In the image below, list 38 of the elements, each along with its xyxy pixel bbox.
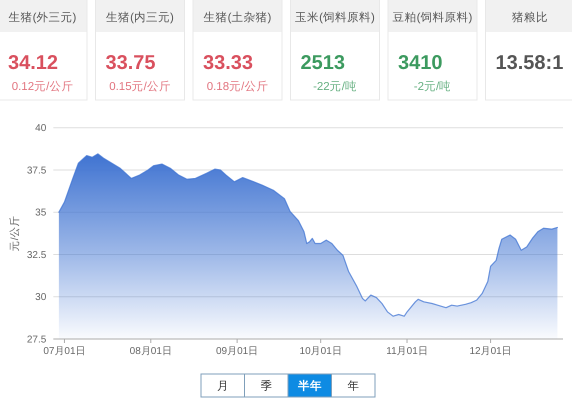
card-value: 33.33 (203, 52, 254, 74)
card-value: 34.12 (8, 52, 58, 74)
button: 年 (331, 374, 376, 398)
category-label: 半年 (296, 378, 322, 392)
y-tick-label: 37.5 (26, 165, 46, 176)
x-tick-label: 11月01日 (386, 346, 428, 357)
card-header: 猪粮比 (512, 12, 548, 24)
y-tick-label: 40 (35, 123, 46, 134)
card-value: 2513 (300, 52, 345, 74)
card-header: 生猪(内三元) (106, 12, 174, 24)
card-change: 0.18元/公斤 (206, 81, 268, 93)
x-tick-label: 09月01日 (216, 346, 258, 357)
card-change: 0.12元/公斤 (12, 81, 74, 93)
category-label: 年 (347, 380, 360, 392)
card-value: 3410 (398, 52, 442, 74)
card-change: -22元/吨 (313, 81, 357, 93)
category-label: 月 (216, 380, 229, 392)
card-header: 生猪(外三元) (8, 12, 76, 24)
x-tick-label: 08月01日 (130, 346, 172, 357)
x-tick-label: 10月01日 (300, 346, 342, 357)
card-change: -2元/吨 (414, 81, 452, 93)
y-axis-title: 元/公斤 (9, 215, 21, 252)
card-change: 0.15元/公斤 (109, 81, 171, 93)
button: 半年 (288, 374, 332, 398)
card-header: 豆粕(饲料原料) (392, 12, 472, 24)
y-tick-label: 27.5 (26, 334, 46, 346)
x-tick-label: 07月01日 (43, 346, 86, 357)
card-value: 33.75 (106, 52, 156, 74)
card-value: 13.58:1 (496, 52, 564, 74)
y-tick-label: 35 (35, 208, 46, 219)
category-label: 季 (260, 380, 272, 392)
card-header: 玉米(饲料原料) (295, 12, 375, 24)
button: 季 (244, 374, 288, 398)
y-tick-label: 32.5 (26, 250, 46, 261)
y-tick-label: 30 (35, 292, 46, 304)
x-tick-label: 12月01日 (469, 346, 512, 357)
button: 月 (200, 374, 245, 398)
card-header: 生猪(土杂猪) (204, 12, 272, 24)
